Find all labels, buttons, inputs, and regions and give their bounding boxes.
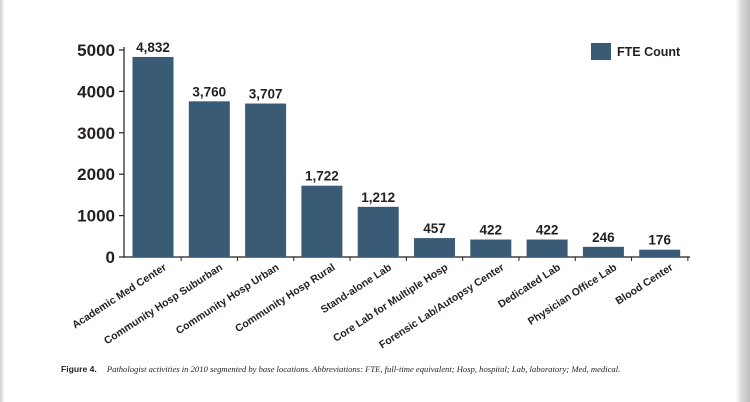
bar-chart: 0 1000 2000 3000 4000 5000 4,832 Academic Med C… xyxy=(70,40,690,351)
bar xyxy=(188,101,230,257)
bar xyxy=(245,103,287,257)
y-tick-label: 5000 xyxy=(77,41,115,60)
bar xyxy=(582,246,624,257)
data-label: 4,832 xyxy=(136,40,170,55)
data-label: 246 xyxy=(592,230,615,245)
data-label: 1,722 xyxy=(305,169,339,184)
bar xyxy=(639,249,681,257)
data-label: 1,212 xyxy=(361,190,395,205)
page-edge-right xyxy=(736,0,750,402)
y-tick-label: 1000 xyxy=(77,207,115,226)
data-label: 3,707 xyxy=(249,87,283,102)
bar xyxy=(526,239,568,257)
data-label: 422 xyxy=(536,223,559,238)
x-tick-label: Community Hosp Rural xyxy=(233,261,337,335)
bar xyxy=(470,239,512,257)
bar xyxy=(357,206,399,257)
x-tick-label: Blood Center xyxy=(614,261,676,307)
y-tick-label: 4000 xyxy=(77,82,115,101)
data-label: 3,760 xyxy=(192,84,226,99)
figure-label: Figure 4. xyxy=(61,364,97,374)
bar xyxy=(132,56,174,257)
bar xyxy=(414,238,455,257)
y-tick-label: 3000 xyxy=(77,124,115,143)
data-label: 457 xyxy=(423,221,446,236)
y-tick-label: 0 xyxy=(106,248,115,267)
legend-label: FTE Count xyxy=(617,45,681,59)
caption-text: Pathologist activities in 2010 segmented… xyxy=(106,364,621,374)
y-tick-label: 2000 xyxy=(77,165,115,184)
x-tick-label: Community Hosp Urban xyxy=(174,261,281,337)
page-edge-left xyxy=(0,0,4,402)
legend-swatch xyxy=(591,43,611,60)
bar xyxy=(301,185,343,257)
data-label: 422 xyxy=(480,223,503,238)
data-label: 176 xyxy=(648,233,671,248)
x-tick-label: Academic Med Center xyxy=(70,261,169,331)
figure-caption: Figure 4. Pathologist activities in 2010 … xyxy=(61,364,701,375)
